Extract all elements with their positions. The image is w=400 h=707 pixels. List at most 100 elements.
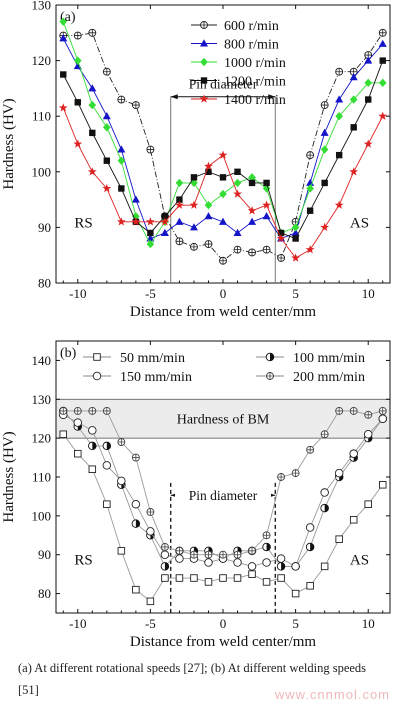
data-point [102,183,112,193]
data-point [102,112,111,120]
marker-shape [262,200,271,209]
marker-shape [175,217,184,225]
data-point [349,95,358,104]
data-point [378,28,387,37]
marker-shape [233,574,242,582]
data-point [146,508,155,516]
data-point [102,441,112,451]
data-point [378,481,387,489]
data-point [131,519,141,528]
marker-shape [59,17,68,26]
data-point [204,558,213,567]
x-axis-label: Distance from weld center/mm [130,634,317,650]
data-point [189,223,198,231]
data-point [262,245,271,254]
marker-shape [291,253,300,262]
data-point [146,145,155,154]
data-point [102,67,111,76]
data-point [305,245,315,254]
marker-cross [350,407,358,415]
data-point [335,67,344,76]
data-point [219,174,227,181]
data-point [335,95,344,103]
data-point [59,406,68,415]
x-tick-label: 10 [362,286,375,301]
marker-shape [103,123,111,132]
data-point [204,578,213,586]
legend-item: 150 mm/min [83,370,192,385]
marker-shape [200,77,208,84]
marker-shape [117,145,126,153]
y-tick-label: 110 [32,109,51,124]
data-point [88,465,97,473]
marker-shape [276,554,286,563]
data-point [117,438,126,446]
legend-label: 600 r/min [224,19,279,34]
marker-shape [218,150,228,159]
marker-cross [379,407,387,415]
data-point [190,174,198,181]
data-point [335,535,343,543]
legend-label: 1000 r/min [224,56,286,71]
data-point [364,56,373,64]
data-point [160,562,170,571]
x-axis-label: Distance from weld center/mm [130,304,317,320]
data-point [233,574,242,582]
legend-b: 50 mm/min 150 mm/min 100 mm/min 200 mm/min [83,351,365,385]
marker-shape [102,183,112,193]
data-point [73,406,82,415]
marker-half [310,543,314,551]
marker-shape [233,558,242,567]
data-point [204,550,213,559]
marker-cross [321,101,329,109]
marker-shape [292,235,299,242]
data-point [204,200,213,210]
marker-shape [320,488,329,497]
marker-shape [365,96,372,103]
marker-shape [233,178,242,188]
x-tick-label: -5 [145,286,156,301]
data-point [291,589,300,598]
marker-shape [291,589,300,598]
data-point [161,574,169,582]
data-point [248,546,256,555]
marker-shape [378,481,387,489]
data-point [349,167,359,176]
legend-item: 200 mm/min [256,370,365,385]
marker-shape [116,217,126,226]
data-point [378,414,387,423]
data-point [131,195,140,203]
data-point [190,550,198,559]
marker-shape [247,206,257,215]
rs-label: RS [74,552,92,568]
marker-shape [276,233,286,243]
marker-cross [161,543,169,551]
data-point [378,39,387,47]
marker-shape [131,217,141,226]
data-point [117,145,126,153]
marker-cross [248,547,256,555]
data-point [349,449,358,458]
marker-cross [88,29,96,37]
legend-item: 100 mm/min [256,351,365,366]
series-line [63,32,384,262]
marker-shape [335,151,343,159]
y-tick-label: 140 [32,353,52,368]
legend-label: 200 mm/min [293,370,365,385]
data-point [233,245,242,254]
x-tick-label: 0 [220,286,227,301]
data-point [305,542,315,552]
data-point [88,441,97,451]
marker-shape [103,500,111,508]
data-point [175,237,184,246]
pin-arrowhead-right [268,94,276,100]
marker-shape [102,461,112,470]
data-point [175,546,184,555]
data-point [276,554,286,563]
marker-cross [59,407,67,415]
legend-item: 600 r/min [191,19,279,34]
marker-shape [364,78,373,88]
data-point [205,168,212,175]
marker-cross [306,446,314,454]
data-point [365,96,372,103]
